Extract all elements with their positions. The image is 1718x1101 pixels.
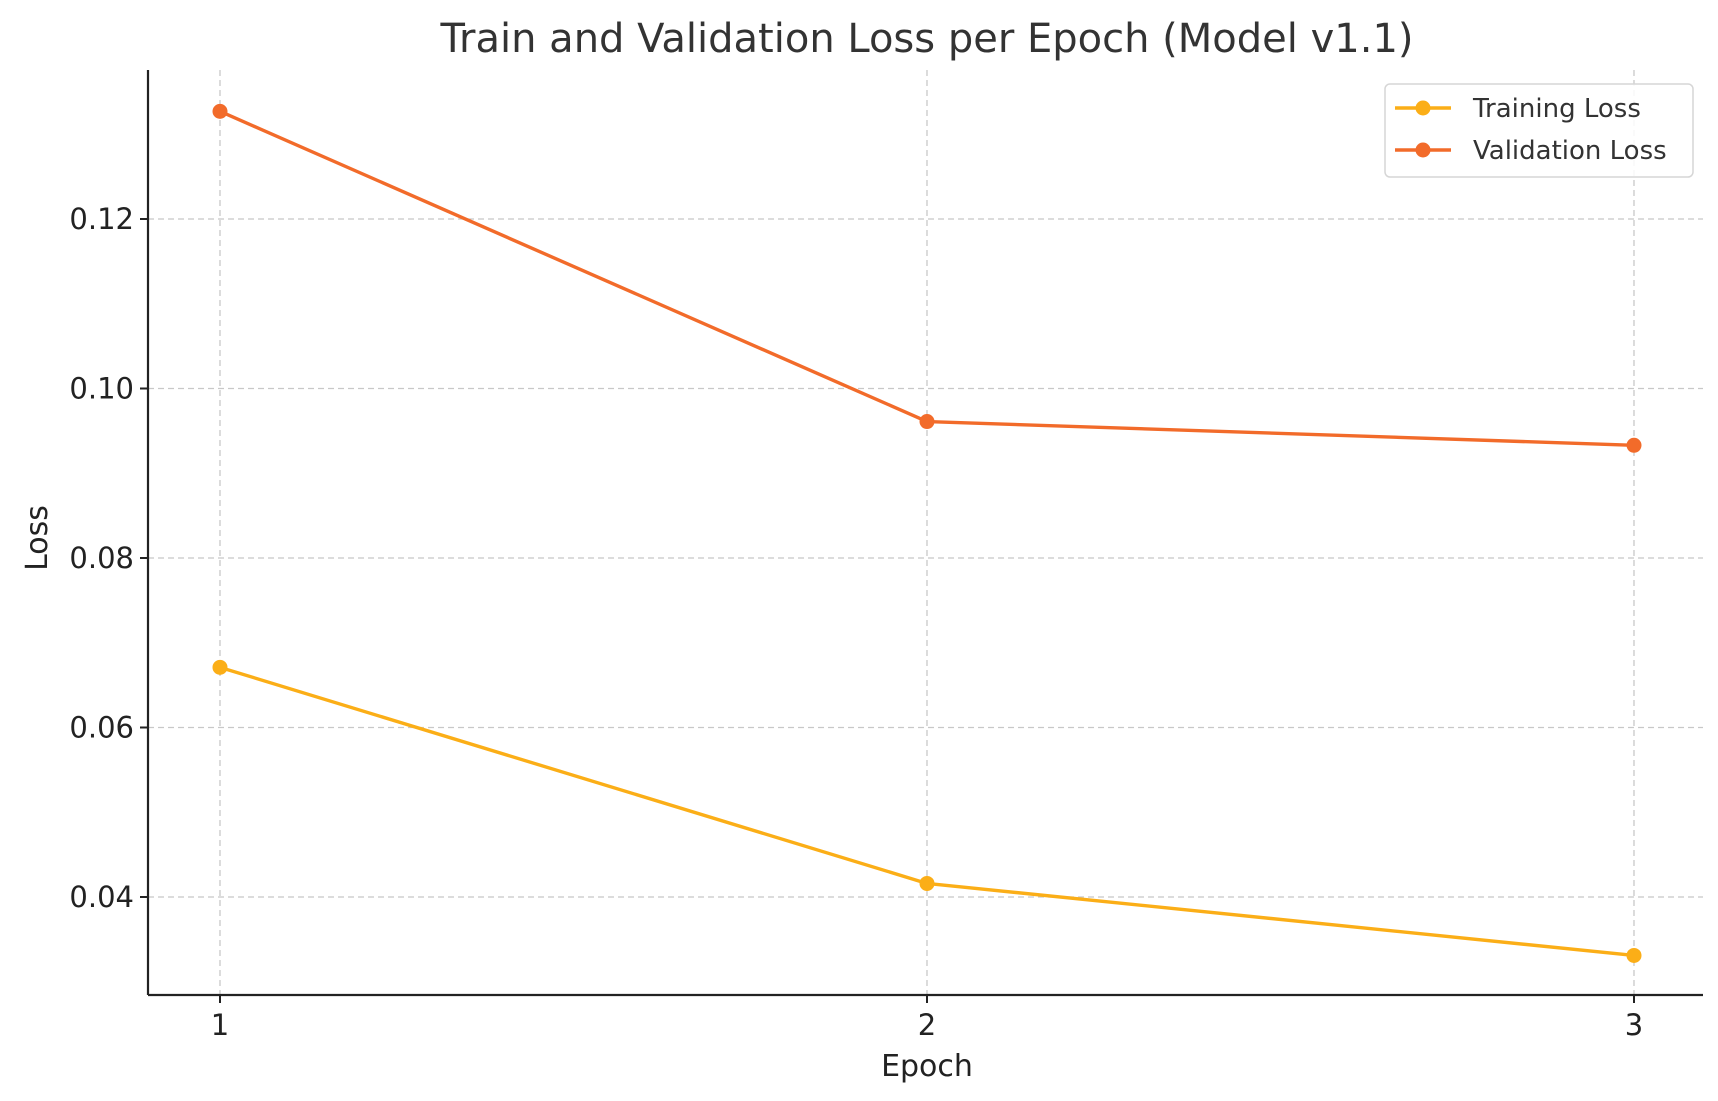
y-tick-label: 0.10 (69, 372, 134, 406)
data-point (1626, 437, 1642, 453)
data-point (1626, 947, 1642, 963)
chart-title: Train and Validation Loss per Epoch (Mod… (439, 16, 1413, 62)
y-tick-label: 0.12 (69, 202, 134, 236)
legend: Training Loss Validation Loss (1384, 83, 1694, 178)
y-tick-label: 0.04 (69, 880, 134, 914)
legend-label: Training Loss (1472, 94, 1641, 124)
y-axis-label: Loss (20, 505, 55, 571)
series-layer (212, 103, 1642, 963)
legend-box (1384, 83, 1694, 178)
axes: 1 2 3 0.04 0.06 0.08 0.10 0.12 (69, 70, 1703, 1042)
x-axis-label: Epoch (881, 1049, 973, 1084)
legend-label: Validation Loss (1473, 136, 1667, 166)
legend-swatch-marker (1415, 142, 1431, 158)
data-point (212, 103, 228, 119)
series-training-loss (212, 659, 1642, 963)
x-tick-label: 3 (1625, 1008, 1643, 1042)
series-validation-loss (212, 103, 1642, 453)
legend-swatch-marker (1415, 100, 1431, 116)
y-tick-label: 0.08 (69, 541, 134, 575)
data-point (919, 875, 935, 891)
y-tick-label: 0.06 (69, 711, 134, 745)
grid (148, 70, 1703, 995)
data-point (919, 414, 935, 430)
data-point (212, 659, 228, 675)
x-tick-label: 1 (211, 1008, 229, 1042)
x-tick-label: 2 (918, 1008, 936, 1042)
